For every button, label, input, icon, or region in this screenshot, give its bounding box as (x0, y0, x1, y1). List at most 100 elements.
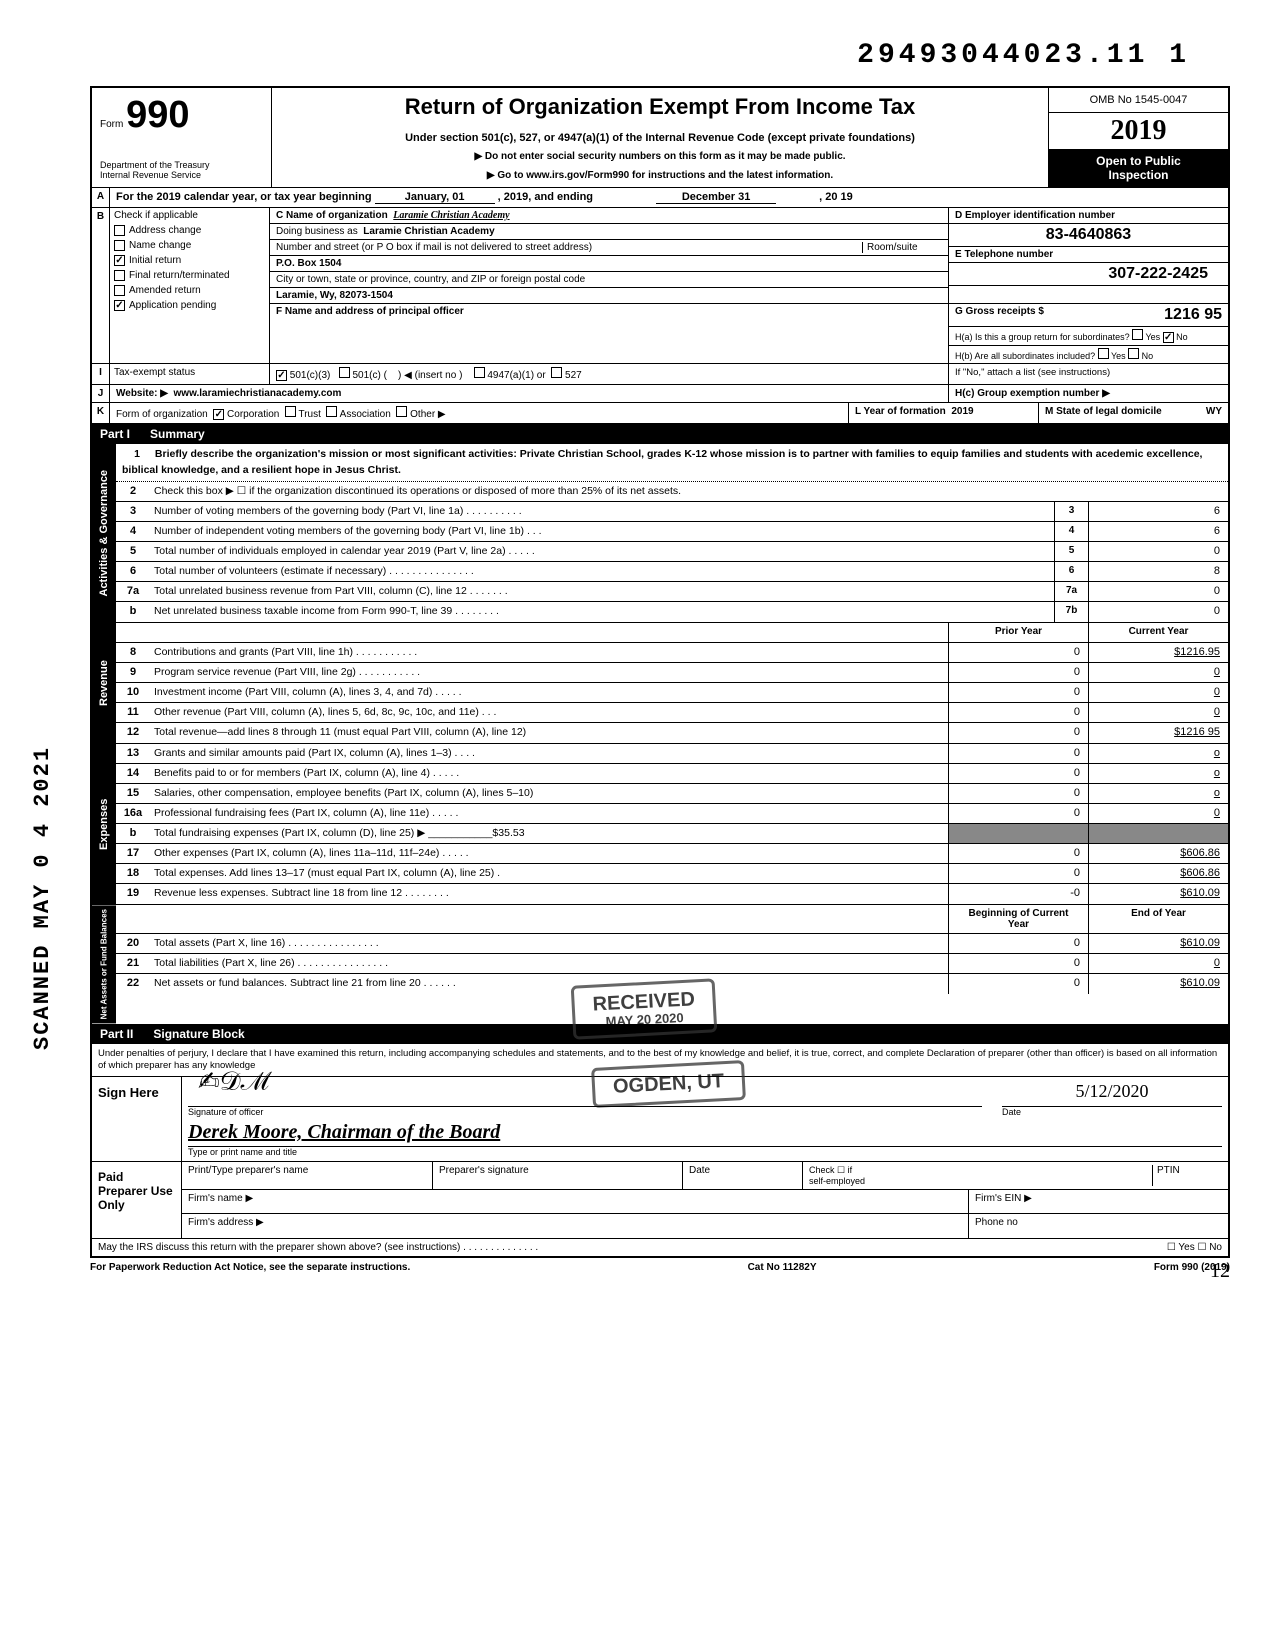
tax-year: 2019 (1049, 113, 1228, 150)
omb-number: OMB No 1545-0047 (1049, 88, 1228, 113)
form-number: 990 (126, 94, 189, 136)
page-number: 12 (1210, 1260, 1230, 1283)
side-expenses: Expenses (92, 744, 116, 904)
exp-line-17: 17Other expenses (Part IX, column (A), l… (116, 844, 1228, 864)
chk-527[interactable] (551, 367, 562, 378)
hb-lbl: H(b) Are all subordinates included? (955, 351, 1095, 361)
subtitle-2: ▶ Do not enter social security numbers o… (282, 151, 1038, 162)
m-lbl: M State of legal domicile (1045, 406, 1162, 417)
chk-amended[interactable] (114, 285, 125, 296)
label-j: J (92, 385, 110, 402)
gov-line-b: bNet unrelated business taxable income f… (116, 602, 1228, 622)
c-addr-lbl: Number and street (or P O box if mail is… (276, 242, 592, 253)
prep-name-hdr: Print/Type preparer's name (182, 1162, 432, 1190)
entity-mid: C Name of organization Laramie Christian… (270, 208, 948, 363)
part2-num: Part II (100, 1027, 133, 1041)
side-activities: Activities & Governance (92, 444, 116, 623)
chk-amended-lbl: Amended return (129, 285, 201, 296)
footer-mid: Cat No 11282Y (748, 1262, 817, 1273)
line-a: A For the 2019 calendar year, or tax yea… (92, 188, 1228, 208)
irs: Internal Revenue Service (100, 171, 263, 181)
chk-corp[interactable]: ✓ (213, 409, 224, 420)
chk-4947[interactable] (474, 367, 485, 378)
g-val: 1216 95 (1164, 306, 1222, 324)
firm-addr: Firm's address ▶ (182, 1214, 968, 1238)
footer-left: For Paperwork Reduction Act Notice, see … (90, 1262, 410, 1273)
name-caption: Type or print name and title (188, 1147, 1222, 1157)
j-val: www.laramiechristianacademy.com (174, 388, 342, 399)
a-end: December 31 (656, 191, 776, 204)
chk-address[interactable] (114, 225, 125, 236)
a-endyr: , 20 19 (819, 191, 853, 203)
subtitle-3: ▶ Go to www.irs.gov/Form990 for instruct… (282, 170, 1038, 181)
chk-other[interactable] (396, 406, 407, 417)
scanned-stamp: SCANNED MAY 0 4 2021 (30, 746, 55, 1050)
form-990: Form 990 Department of the Treasury Inte… (90, 86, 1230, 1258)
exp-line-18: 18Total expenses. Add lines 13–17 (must … (116, 864, 1228, 884)
chk-name[interactable] (114, 240, 125, 251)
l-val: 2019 (951, 406, 973, 417)
label-i: I (92, 364, 110, 384)
rev-line-9: 9Program service revenue (Part VIII, lin… (116, 663, 1228, 683)
prep-sig-hdr: Preparer's signature (432, 1162, 682, 1190)
chk-501c3[interactable]: ✓ (276, 370, 287, 381)
chk-address-lbl: Address change (129, 225, 201, 236)
exp-line-b: bTotal fundraising expenses (Part IX, co… (116, 824, 1228, 844)
mission-lead: Briefly describe the organization's miss… (155, 448, 517, 460)
chk-trust[interactable] (285, 406, 296, 417)
begin-year-hdr: Beginning of Current Year (948, 905, 1088, 933)
chk-initial-lbl: Initial return (129, 255, 181, 266)
ha-no[interactable]: ✓ (1163, 332, 1174, 343)
side-netassets: Net Assets or Fund Balances (92, 905, 116, 1023)
j-lbl: Website: ▶ (116, 388, 168, 399)
gov-line-3: 3Number of voting members of the governi… (116, 502, 1228, 522)
stamp-date: MAY 20 2020 (593, 1010, 696, 1030)
chk-assoc[interactable] (326, 406, 337, 417)
self-emp-1: Check ☐ if (809, 1165, 1152, 1176)
gov-line-2: 2Check this box ▶ ☐ if the organization … (116, 482, 1228, 502)
page-footer: For Paperwork Reduction Act Notice, see … (90, 1258, 1230, 1273)
part2-title: Signature Block (153, 1027, 244, 1041)
officer-name: Derek Moore, Chairman of the Board (188, 1121, 500, 1143)
chk-initial[interactable]: ✓ (114, 255, 125, 266)
a-mid: , 2019, and ending (498, 191, 593, 203)
m-val: WY (1206, 406, 1222, 417)
ptin-hdr: PTIN (1152, 1165, 1222, 1186)
exp-line-14: 14Benefits paid to or for members (Part … (116, 764, 1228, 784)
subtitle-1: Under section 501(c), 527, or 4947(a)(1)… (282, 132, 1038, 144)
d-lbl: D Employer identification number (955, 210, 1115, 221)
chk-final-lbl: Final return/terminated (129, 270, 230, 281)
rev-line-12: 12Total revenue—add lines 8 through 11 (… (116, 723, 1228, 743)
sign-here-row: Sign Here ✍︎𝒟ℳ Signature of officer 5/12… (92, 1076, 1228, 1161)
form-header: Form 990 Department of the Treasury Inte… (92, 88, 1228, 188)
form-word: Form (100, 119, 123, 130)
k-lbl: Form of organization (116, 409, 208, 420)
dln-number: 29493044023.11 1 (90, 40, 1230, 71)
i-4947: 4947(a)(1) or (487, 370, 545, 381)
gov-line-5: 5Total number of individuals employed in… (116, 542, 1228, 562)
sign-here-lbl: Sign Here (92, 1077, 182, 1161)
line-j: J Website: ▶ www.laramiechristianacademy… (92, 385, 1228, 403)
signature-line[interactable]: ✍︎𝒟ℳ (188, 1081, 982, 1107)
hb-no[interactable] (1128, 348, 1139, 359)
paid-preparer-row: Paid Preparer Use Only Print/Type prepar… (92, 1161, 1228, 1238)
ha-lbl: H(a) Is this a group return for subordin… (955, 332, 1130, 342)
paid-preparer-lbl: Paid Preparer Use Only (92, 1162, 182, 1238)
sig-caption: Signature of officer (188, 1107, 982, 1117)
a-begin: January, 01 (375, 191, 495, 204)
rev-line-10: 10Investment income (Part VIII, column (… (116, 683, 1228, 703)
k-other: Other ▶ (410, 409, 445, 420)
entity-block: B Check if applicable Address change Nam… (92, 208, 1228, 364)
ha-yes[interactable] (1132, 329, 1143, 340)
e-phone: 307-222-2425 (949, 263, 1228, 286)
gov-line-7a: 7aTotal unrelated business revenue from … (116, 582, 1228, 602)
chk-app-pending[interactable]: ✓ (114, 300, 125, 311)
expenses-section: Expenses 13Grants and similar amounts pa… (92, 744, 1228, 905)
hb-note: If "No," attach a list (see instructions… (948, 364, 1228, 384)
hb-yes[interactable] (1098, 348, 1109, 359)
a-text: For the 2019 calendar year, or tax year … (116, 191, 372, 203)
i-insert: ) ◀ (insert no ) (398, 370, 462, 381)
chk-501c[interactable] (339, 367, 350, 378)
discuss-yn[interactable]: ☐ Yes ☐ No (1102, 1242, 1222, 1253)
chk-final[interactable] (114, 270, 125, 281)
